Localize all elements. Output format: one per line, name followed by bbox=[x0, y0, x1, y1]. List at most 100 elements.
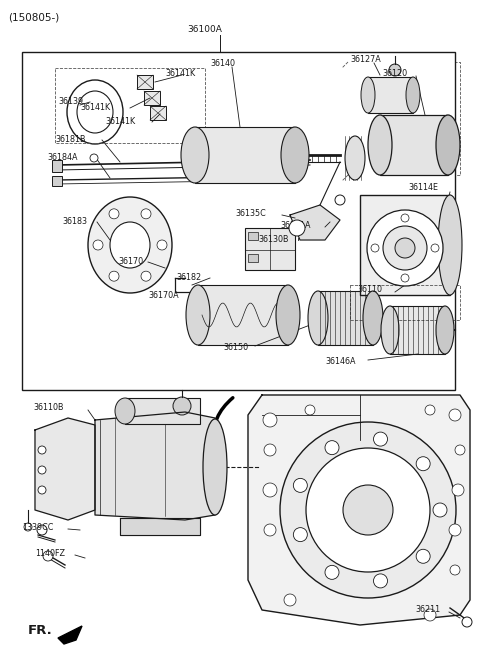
Text: 36181B: 36181B bbox=[55, 135, 85, 145]
Circle shape bbox=[37, 525, 47, 535]
Ellipse shape bbox=[115, 398, 135, 424]
Circle shape bbox=[109, 271, 119, 281]
Ellipse shape bbox=[436, 115, 460, 175]
Circle shape bbox=[367, 210, 443, 286]
Ellipse shape bbox=[186, 285, 210, 345]
Circle shape bbox=[455, 445, 465, 455]
Circle shape bbox=[433, 503, 447, 517]
Circle shape bbox=[289, 220, 305, 236]
Text: 36110B: 36110B bbox=[33, 403, 63, 413]
Circle shape bbox=[416, 457, 430, 470]
Ellipse shape bbox=[436, 306, 454, 354]
Circle shape bbox=[293, 478, 307, 492]
Ellipse shape bbox=[345, 136, 365, 180]
Text: 36114E: 36114E bbox=[408, 183, 438, 193]
Polygon shape bbox=[58, 626, 82, 644]
Circle shape bbox=[24, 523, 32, 531]
Bar bbox=[350, 285, 460, 320]
Bar bbox=[390, 306, 445, 354]
Ellipse shape bbox=[203, 419, 227, 515]
Text: 1140FZ: 1140FZ bbox=[35, 549, 65, 558]
Text: 36100A: 36100A bbox=[188, 26, 222, 35]
Circle shape bbox=[43, 551, 53, 561]
Circle shape bbox=[263, 483, 277, 497]
Polygon shape bbox=[120, 518, 200, 535]
Circle shape bbox=[280, 422, 456, 598]
Circle shape bbox=[325, 441, 339, 455]
Bar bbox=[144, 91, 160, 105]
Circle shape bbox=[452, 484, 464, 496]
Circle shape bbox=[38, 486, 46, 494]
Circle shape bbox=[462, 617, 472, 627]
Circle shape bbox=[416, 549, 430, 563]
Text: 36146A: 36146A bbox=[325, 357, 356, 367]
Ellipse shape bbox=[110, 222, 150, 268]
Bar bbox=[125, 398, 200, 424]
Circle shape bbox=[431, 244, 439, 252]
Polygon shape bbox=[248, 395, 470, 625]
Circle shape bbox=[305, 405, 315, 415]
Text: 36135C: 36135C bbox=[235, 208, 266, 217]
Ellipse shape bbox=[181, 127, 209, 183]
Circle shape bbox=[93, 240, 103, 250]
Circle shape bbox=[373, 432, 387, 446]
Text: 36131A: 36131A bbox=[280, 221, 311, 229]
Text: 36182: 36182 bbox=[176, 273, 201, 283]
Bar bbox=[360, 195, 450, 295]
Bar bbox=[195, 127, 295, 183]
Polygon shape bbox=[95, 412, 215, 520]
Ellipse shape bbox=[88, 197, 172, 293]
Polygon shape bbox=[35, 418, 95, 520]
Bar bbox=[245, 228, 295, 270]
Circle shape bbox=[335, 195, 345, 205]
Ellipse shape bbox=[368, 115, 392, 175]
Circle shape bbox=[424, 609, 436, 621]
Text: 36184A: 36184A bbox=[47, 154, 77, 162]
Ellipse shape bbox=[276, 285, 300, 345]
Circle shape bbox=[325, 566, 339, 579]
Bar bbox=[198, 285, 288, 345]
Circle shape bbox=[284, 594, 296, 606]
Text: (150805-): (150805-) bbox=[8, 13, 59, 23]
Circle shape bbox=[425, 405, 435, 415]
Circle shape bbox=[90, 154, 98, 162]
Bar bbox=[52, 176, 62, 186]
Bar bbox=[368, 77, 413, 113]
Circle shape bbox=[264, 444, 276, 456]
Circle shape bbox=[141, 209, 151, 219]
Bar bbox=[137, 75, 153, 89]
Text: 36130B: 36130B bbox=[258, 235, 288, 244]
Circle shape bbox=[264, 524, 276, 536]
Bar bbox=[248, 254, 258, 262]
Ellipse shape bbox=[67, 80, 123, 144]
Bar bbox=[55, 68, 205, 143]
Text: 36140: 36140 bbox=[210, 58, 235, 68]
Circle shape bbox=[38, 466, 46, 474]
Ellipse shape bbox=[406, 77, 420, 113]
Circle shape bbox=[373, 574, 387, 588]
Text: FR.: FR. bbox=[28, 623, 53, 637]
Ellipse shape bbox=[361, 77, 375, 113]
Circle shape bbox=[449, 524, 461, 536]
Circle shape bbox=[263, 413, 277, 427]
Ellipse shape bbox=[77, 91, 113, 133]
Bar bbox=[380, 115, 448, 175]
Bar bbox=[318, 291, 373, 345]
Circle shape bbox=[293, 528, 307, 541]
Bar bbox=[52, 160, 62, 172]
Circle shape bbox=[401, 274, 409, 282]
Bar bbox=[248, 232, 258, 240]
Circle shape bbox=[306, 448, 430, 572]
Ellipse shape bbox=[438, 195, 462, 295]
Circle shape bbox=[173, 397, 191, 415]
Bar bbox=[22, 52, 455, 390]
Ellipse shape bbox=[308, 291, 328, 345]
Circle shape bbox=[395, 238, 415, 258]
Circle shape bbox=[109, 209, 119, 219]
Text: 36170A: 36170A bbox=[148, 290, 179, 300]
Text: 36170: 36170 bbox=[118, 258, 143, 267]
Text: 36120: 36120 bbox=[382, 68, 407, 78]
Bar bbox=[150, 106, 166, 120]
Ellipse shape bbox=[281, 127, 309, 183]
Text: 36150: 36150 bbox=[223, 344, 248, 353]
